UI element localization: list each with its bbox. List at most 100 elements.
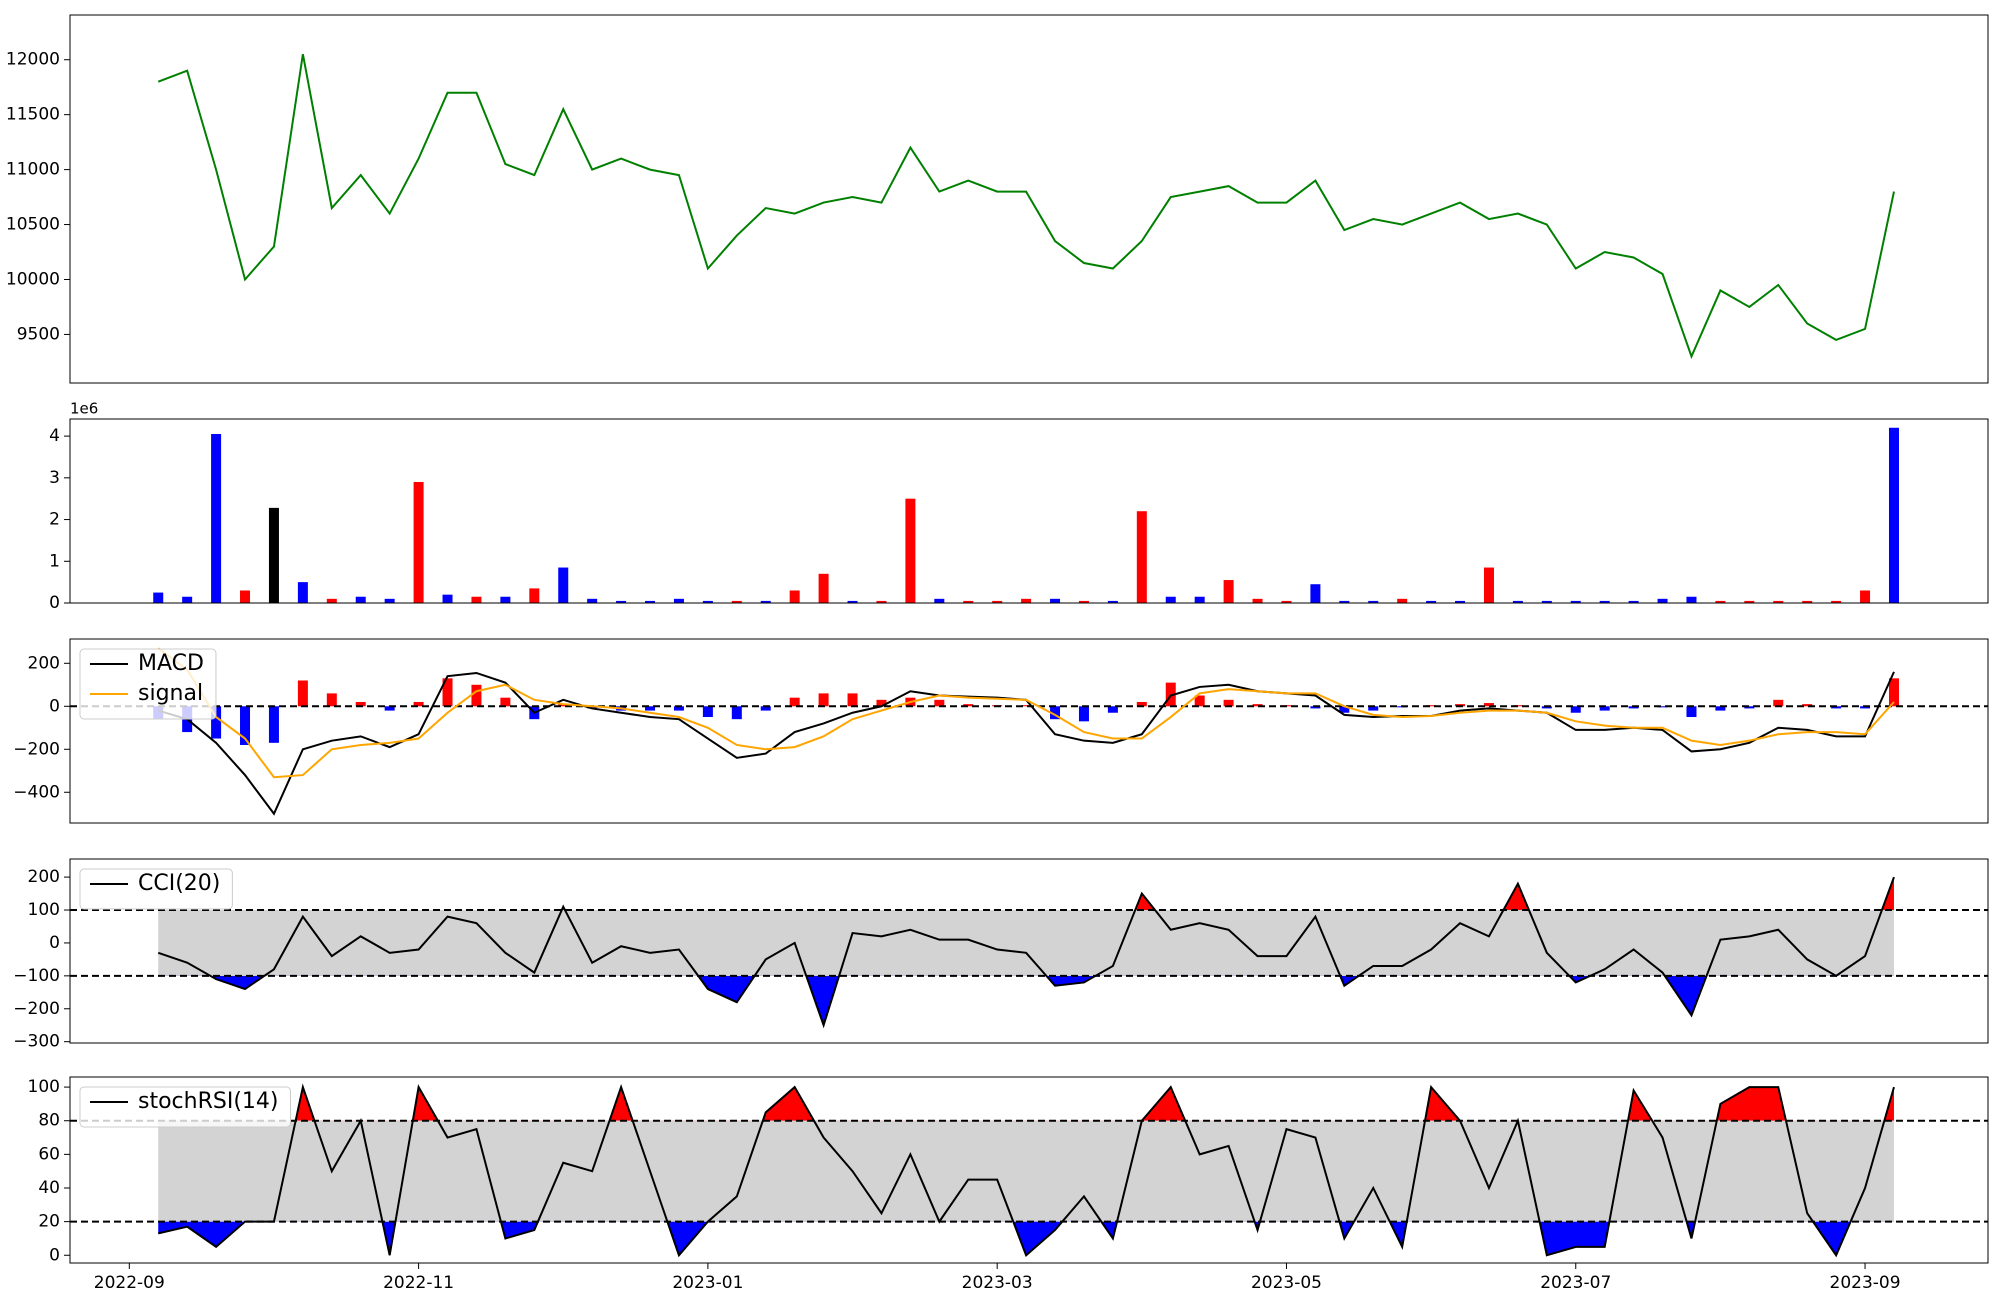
y-tick-label: 10500 [6, 215, 60, 235]
legend-label: MACD [138, 651, 204, 676]
y-tick-label: 11500 [6, 105, 60, 125]
histogram-bar [384, 706, 395, 711]
volume-bar [1831, 600, 1842, 603]
histogram-bar [789, 697, 800, 707]
x-tick-label: 2023-09 [1830, 1273, 1901, 1293]
volume-bar [1223, 580, 1234, 603]
y-tick-label: −200 [13, 739, 60, 759]
histogram-bar [1194, 695, 1205, 707]
histogram-bar [1426, 705, 1437, 707]
y-tick-label: 10000 [6, 269, 60, 289]
volume-bar [760, 600, 771, 603]
histogram-bar [760, 706, 771, 711]
panel-frame [69, 1076, 1989, 1264]
histogram-bar [934, 699, 945, 707]
volume-bar [1773, 600, 1784, 603]
histogram-bar [1570, 706, 1581, 713]
y-tick-label: 20 [38, 1212, 60, 1232]
histogram-bar [1165, 682, 1176, 707]
histogram-bar [1773, 699, 1784, 707]
y-tick-label: 9500 [17, 324, 60, 344]
volume-bar [413, 482, 424, 603]
histogram-bar [1078, 706, 1089, 722]
y-tick-label: 4 [49, 426, 60, 446]
volume-bar [1686, 596, 1697, 603]
volume-bar [616, 600, 627, 603]
volume-bar [500, 596, 511, 603]
histogram-bar [1310, 706, 1321, 709]
histogram-bar [645, 706, 656, 711]
histogram-bar [1483, 703, 1494, 707]
histogram-bar [847, 693, 858, 707]
y-tick-label: 200 [28, 867, 60, 887]
histogram-bar [731, 706, 742, 720]
histogram-bar [1860, 706, 1871, 709]
volume-bar [702, 600, 713, 603]
volume-bar [1252, 598, 1263, 603]
x-tick-label: 2023-07 [1540, 1273, 1611, 1293]
below-fill [158, 1221, 1894, 1256]
volume-bar [587, 598, 598, 603]
band [158, 1120, 1894, 1222]
histogram-bar [326, 693, 337, 707]
histogram-bar [297, 680, 308, 707]
y-tick-label: 0 [49, 696, 60, 716]
histogram-bar [442, 678, 453, 707]
volume-bar [355, 596, 366, 603]
histogram-bar [1455, 704, 1466, 707]
y-tick-label: 0 [49, 593, 60, 613]
volume-bar [673, 598, 684, 603]
volume-bar [182, 596, 193, 603]
volume-bar [558, 567, 569, 603]
scale-label: 1e6 [70, 400, 98, 418]
histogram-bar [1715, 706, 1726, 711]
legend-box [79, 868, 233, 910]
histogram-bar [1802, 704, 1813, 707]
volume-bar [1802, 600, 1813, 603]
x-tick-label: 2023-03 [962, 1273, 1033, 1293]
volume-bar [1368, 600, 1379, 603]
histogram-bar [1628, 706, 1639, 709]
legend-box [79, 648, 217, 720]
y-tick-label: 100 [28, 1077, 60, 1097]
volume-bar [963, 600, 974, 603]
y-tick-label: −100 [13, 966, 60, 986]
volume-bar [876, 600, 887, 603]
volume-bar [326, 598, 337, 603]
histogram-bar [413, 701, 424, 707]
y-tick-label: 3 [49, 468, 60, 488]
legend: CCI(20) [79, 868, 233, 910]
y-tick-label: 0 [49, 1245, 60, 1265]
volume-bar [211, 434, 222, 603]
y-tick-label: 40 [38, 1178, 60, 1198]
volume-bar [731, 600, 742, 603]
y-tick-label: −200 [13, 999, 60, 1019]
y-tick-label: 100 [28, 900, 60, 920]
volume-bar [1512, 600, 1523, 603]
histogram-bar [1599, 706, 1610, 711]
y-tick-label: 0 [49, 933, 60, 953]
volume-bar [789, 590, 800, 603]
y-tick-label: −300 [13, 1032, 60, 1052]
x-tick-label: 2023-05 [1251, 1273, 1322, 1293]
volume-bar [153, 592, 164, 603]
histogram-bar [1657, 706, 1668, 708]
legend-label: stochRSI(14) [138, 1089, 279, 1114]
x-tick-label: 2023-01 [672, 1273, 743, 1293]
volume-bar [442, 594, 453, 603]
histogram-bar [355, 701, 366, 707]
volume-bar [1888, 427, 1899, 603]
histogram-bar [1339, 706, 1350, 713]
legend-label: signal [138, 681, 203, 706]
y-tick-label: 200 [28, 653, 60, 673]
histogram-bar [1050, 706, 1061, 720]
volume-bar [384, 598, 395, 603]
histogram-bar [1888, 678, 1899, 707]
histogram-bar [1107, 706, 1118, 713]
volume-bar [1426, 600, 1437, 603]
volume-bar [645, 600, 656, 603]
volume-bar [1570, 600, 1581, 603]
histogram-bar [1831, 706, 1842, 709]
y-tick-label: 60 [38, 1144, 60, 1164]
histogram-bar [818, 693, 829, 707]
